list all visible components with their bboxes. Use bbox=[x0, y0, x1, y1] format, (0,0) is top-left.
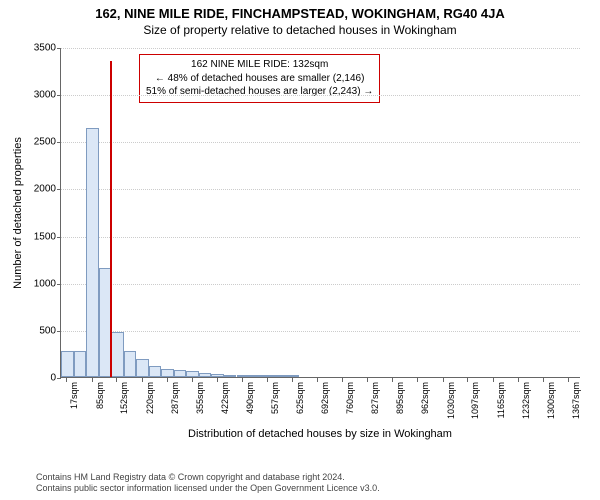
marker-line bbox=[110, 61, 112, 377]
annotation-line: 51% of semi-detached houses are larger (… bbox=[146, 85, 373, 99]
grid-line bbox=[61, 95, 580, 96]
grid-line bbox=[61, 189, 580, 190]
x-tick-mark bbox=[392, 378, 393, 382]
y-tick-mark bbox=[57, 237, 61, 238]
x-tick-mark bbox=[317, 378, 318, 382]
histogram-bar bbox=[161, 369, 174, 377]
chart-container: Number of detached properties 162 NINE M… bbox=[60, 48, 580, 418]
histogram-bar bbox=[237, 375, 250, 377]
x-tick-label: 1165sqm bbox=[496, 382, 506, 418]
histogram-bar bbox=[74, 351, 87, 377]
histogram-bar bbox=[174, 370, 187, 377]
x-tick-label: 692sqm bbox=[320, 382, 330, 414]
x-tick-mark bbox=[342, 378, 343, 382]
y-tick-mark bbox=[57, 189, 61, 190]
x-axis-label: Distribution of detached houses by size … bbox=[60, 428, 580, 440]
x-tick-mark bbox=[467, 378, 468, 382]
grid-line bbox=[61, 48, 580, 49]
y-tick-label: 2500 bbox=[16, 137, 56, 148]
histogram-bar bbox=[224, 375, 237, 377]
histogram-bar bbox=[274, 375, 287, 377]
y-tick-mark bbox=[57, 142, 61, 143]
x-tick-label: 827sqm bbox=[370, 382, 380, 414]
histogram-bar bbox=[124, 351, 137, 377]
x-tick-mark bbox=[142, 378, 143, 382]
histogram-bar bbox=[211, 374, 224, 377]
x-tick-label: 152sqm bbox=[119, 382, 129, 414]
x-tick-label: 85sqm bbox=[95, 382, 105, 409]
x-tick-label: 1030sqm bbox=[446, 382, 456, 419]
x-tick-label: 1300sqm bbox=[546, 382, 556, 419]
histogram-bar bbox=[136, 359, 149, 377]
histogram-bar bbox=[249, 375, 262, 377]
x-tick-label: 220sqm bbox=[145, 382, 155, 414]
x-tick-label: 1367sqm bbox=[571, 382, 581, 419]
x-tick-mark bbox=[267, 378, 268, 382]
x-tick-label: 557sqm bbox=[270, 382, 280, 414]
annotation-line: ← 48% of detached houses are smaller (2,… bbox=[146, 72, 373, 86]
x-tick-mark bbox=[493, 378, 494, 382]
x-tick-mark bbox=[217, 378, 218, 382]
x-tick-label: 1097sqm bbox=[470, 382, 480, 419]
y-tick-label: 1500 bbox=[16, 231, 56, 242]
histogram-bar bbox=[199, 373, 212, 377]
page-title: 162, NINE MILE RIDE, FINCHAMPSTEAD, WOKI… bbox=[0, 0, 600, 21]
y-tick-label: 500 bbox=[16, 325, 56, 336]
histogram-bar bbox=[262, 375, 275, 377]
x-tick-label: 1232sqm bbox=[521, 382, 531, 419]
footnote: Contains HM Land Registry data © Crown c… bbox=[36, 472, 380, 495]
histogram-bar bbox=[86, 128, 99, 377]
x-tick-label: 490sqm bbox=[245, 382, 255, 414]
histogram-bar bbox=[149, 366, 162, 377]
grid-line bbox=[61, 331, 580, 332]
y-axis-label: Number of detached properties bbox=[12, 137, 24, 289]
x-tick-mark bbox=[292, 378, 293, 382]
y-tick-label: 0 bbox=[16, 373, 56, 384]
x-tick-label: 625sqm bbox=[295, 382, 305, 414]
y-tick-label: 2000 bbox=[16, 184, 56, 195]
y-tick-label: 3000 bbox=[16, 90, 56, 101]
x-tick-mark bbox=[568, 378, 569, 382]
y-tick-label: 3500 bbox=[16, 43, 56, 54]
x-tick-label: 287sqm bbox=[170, 382, 180, 414]
x-tick-mark bbox=[167, 378, 168, 382]
histogram-bar bbox=[186, 371, 199, 377]
y-tick-mark bbox=[57, 331, 61, 332]
y-tick-mark bbox=[57, 48, 61, 49]
histogram-bar bbox=[111, 332, 124, 377]
footnote-line: Contains HM Land Registry data © Crown c… bbox=[36, 472, 380, 483]
y-tick-mark bbox=[57, 95, 61, 96]
y-tick-label: 1000 bbox=[16, 278, 56, 289]
y-tick-mark bbox=[57, 378, 61, 379]
x-tick-mark bbox=[417, 378, 418, 382]
x-tick-mark bbox=[116, 378, 117, 382]
x-tick-mark bbox=[192, 378, 193, 382]
x-tick-label: 355sqm bbox=[195, 382, 205, 414]
histogram-bar bbox=[61, 351, 74, 377]
x-tick-label: 895sqm bbox=[395, 382, 405, 414]
footnote-line: Contains public sector information licen… bbox=[36, 483, 380, 494]
x-tick-label: 17sqm bbox=[69, 382, 79, 409]
x-tick-mark bbox=[92, 378, 93, 382]
x-tick-mark bbox=[518, 378, 519, 382]
x-tick-mark bbox=[242, 378, 243, 382]
annotation-line: 162 NINE MILE RIDE: 132sqm bbox=[146, 58, 373, 72]
x-tick-mark bbox=[443, 378, 444, 382]
x-tick-mark bbox=[367, 378, 368, 382]
y-tick-mark bbox=[57, 284, 61, 285]
x-tick-mark bbox=[66, 378, 67, 382]
histogram-bar bbox=[287, 375, 300, 377]
grid-line bbox=[61, 237, 580, 238]
x-tick-mark bbox=[543, 378, 544, 382]
histogram-plot: 162 NINE MILE RIDE: 132sqm ← 48% of deta… bbox=[60, 48, 580, 378]
page-subtitle: Size of property relative to detached ho… bbox=[0, 21, 600, 37]
x-tick-label: 962sqm bbox=[420, 382, 430, 414]
x-tick-label: 422sqm bbox=[220, 382, 230, 414]
grid-line bbox=[61, 142, 580, 143]
grid-line bbox=[61, 284, 580, 285]
x-tick-label: 760sqm bbox=[345, 382, 355, 414]
